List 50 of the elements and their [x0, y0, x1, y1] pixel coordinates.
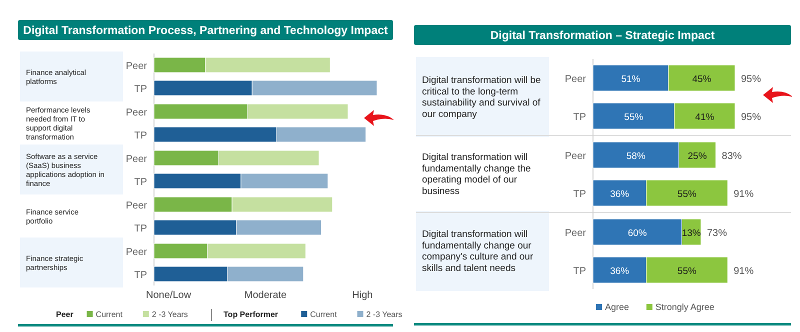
data-label: 36%	[610, 266, 630, 277]
y-tick-label: TP	[134, 177, 148, 188]
text: None/Low	[146, 290, 192, 301]
data-label: 51%	[621, 74, 641, 85]
y-tick-label: TP	[134, 84, 148, 95]
text: Top Performer	[224, 310, 278, 319]
y-tick-label: Peer	[126, 108, 148, 118]
y-tick-label: Peer	[564, 228, 587, 239]
data-label: 58%	[626, 151, 646, 162]
text: Peer	[56, 310, 74, 319]
data-label: 55%	[624, 112, 644, 123]
data-label: 60%	[628, 228, 648, 239]
legend-label: Current	[310, 310, 338, 319]
y-tick-label: TP	[573, 266, 586, 277]
data-label: 41%	[695, 112, 715, 123]
y-tick-label: Peer	[126, 154, 148, 165]
total-label: 73%	[706, 228, 728, 239]
data-label: 25%	[688, 151, 708, 162]
legend-label: Current	[96, 310, 124, 319]
y-tick-label: Peer	[126, 61, 148, 72]
data-label: 36%	[610, 189, 630, 200]
total-label: 91%	[734, 266, 754, 277]
legend-label: 2 -3 Years	[366, 310, 402, 319]
chart-title: Digital Transformation – Strategic Impact	[490, 30, 715, 42]
y-tick-label: TP	[573, 112, 586, 123]
legend-label: Agree	[605, 302, 630, 312]
text: Digital transformation will fundamentally change our company's culture and our skills and talent needs	[422, 228, 534, 274]
data-label: 55%	[677, 189, 697, 200]
y-tick-label: TP	[134, 224, 148, 234]
total-label: 83%	[722, 151, 742, 162]
y-tick-label: TP	[573, 189, 586, 200]
data-label: 45%	[692, 74, 712, 85]
y-tick-label: Peer	[564, 74, 587, 85]
total-label: 95%	[741, 112, 762, 123]
y-tick-label: Peer	[564, 151, 587, 162]
data-label: 55%	[677, 266, 697, 277]
y-tick-label: TP	[134, 130, 148, 142]
total-label: 91%	[734, 189, 754, 200]
text: Digital transformation will be critical to the long-term sustainability and survival of our company	[422, 74, 541, 120]
text: Moderate	[244, 290, 288, 301]
legend-label: 2 -3 Years	[152, 310, 188, 319]
y-tick-label: TP	[134, 270, 148, 281]
chart-title: Digital Transformation Process, Partnering and Technology Impact	[23, 25, 388, 37]
total-label: 95%	[741, 74, 762, 85]
y-tick-label: Peer	[126, 200, 148, 212]
data-label: 13%	[682, 228, 702, 239]
text: High	[352, 290, 373, 301]
y-tick-label: Peer	[126, 247, 148, 258]
legend-label: Strongly Agree	[655, 302, 714, 312]
text: Digital transformation will fundamentally change the operating model of our business	[422, 152, 531, 198]
